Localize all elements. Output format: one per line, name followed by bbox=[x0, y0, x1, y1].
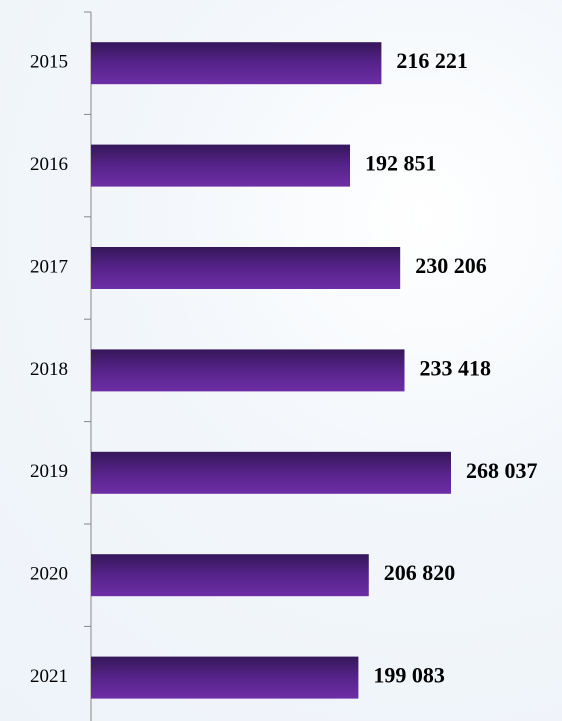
bar bbox=[91, 656, 359, 699]
bar bbox=[91, 554, 369, 597]
bar bbox=[91, 451, 451, 494]
data-label: 192 851 bbox=[365, 151, 437, 176]
y-tick-label: 2020 bbox=[30, 564, 68, 585]
bar bbox=[91, 42, 382, 85]
y-tick-label: 2019 bbox=[30, 461, 68, 482]
y-tick-label: 2018 bbox=[30, 359, 68, 380]
y-tick-label: 2016 bbox=[30, 154, 68, 175]
data-label: 206 820 bbox=[384, 560, 456, 585]
y-tick-label: 2017 bbox=[30, 256, 68, 277]
bar bbox=[91, 144, 351, 187]
data-label: 216 221 bbox=[396, 48, 468, 73]
data-label: 268 037 bbox=[466, 458, 538, 483]
bar bbox=[91, 247, 401, 289]
y-tick-label: 2021 bbox=[30, 666, 68, 687]
data-label: 199 083 bbox=[373, 663, 445, 688]
data-label: 233 418 bbox=[420, 355, 492, 380]
data-label: 230 206 bbox=[415, 253, 487, 278]
y-tick-label: 2015 bbox=[30, 52, 68, 73]
bar bbox=[91, 349, 405, 392]
